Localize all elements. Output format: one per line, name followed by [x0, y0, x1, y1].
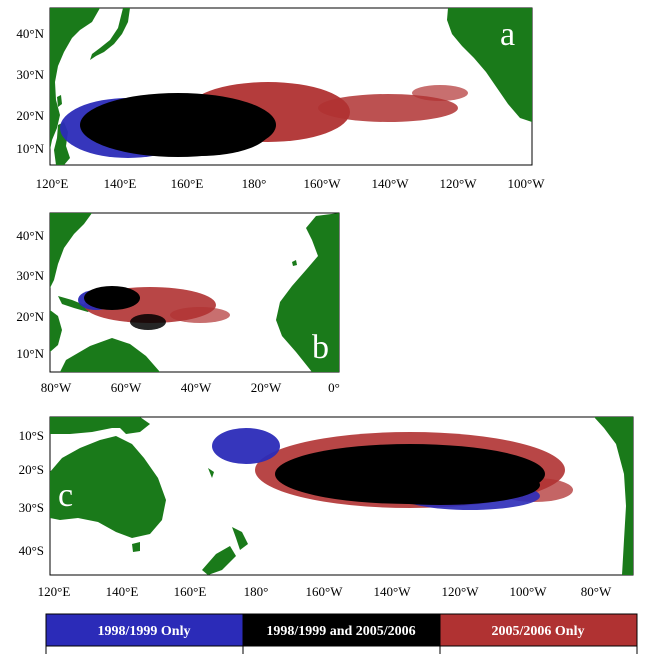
land-canary [292, 260, 297, 266]
scatter-c [212, 428, 573, 510]
tick-a-x-3: 180° [242, 176, 267, 191]
panel-label-a: a [500, 16, 515, 53]
tick-c-x-3: 180° [244, 584, 269, 599]
panel-c-x-ticks: 120°E 140°E 160°E 180° 160°W 140°W 120°W… [38, 584, 612, 599]
tick-c-x-2: 160°E [174, 584, 207, 599]
region-red-b-tail [170, 307, 230, 323]
panel-b-y-ticks: 10°N 20°N 30°N 40°N [16, 228, 44, 361]
legend-swatch-red [439, 613, 638, 647]
tick-b-x-3: 20°W [251, 380, 282, 395]
legend: 1998/1999 Only 1998/1999 and 2005/2006 2… [45, 613, 638, 654]
tick-c-x-7: 100°W [510, 584, 548, 599]
land-north-america [447, 8, 532, 122]
land-new-zealand-north [232, 527, 248, 550]
tick-c-x-0: 120°E [38, 584, 71, 599]
tick-a-y-0: 10°N [16, 141, 44, 156]
tick-a-x-0: 120°E [36, 176, 69, 191]
land-taiwan [57, 95, 62, 107]
tick-c-y-3: 40°S [19, 543, 44, 558]
panel-label-c: c [58, 477, 73, 514]
panel-a-x-ticks: 120°E 140°E 160°E 180° 160°W 140°W 120°W… [36, 176, 546, 191]
land-australia [50, 436, 166, 538]
tick-b-x-0: 80°W [41, 380, 72, 395]
land-africa [276, 213, 339, 372]
region-red-a-tail [412, 85, 468, 101]
land-new-guinea [118, 420, 150, 434]
land-maritime-continent [50, 417, 150, 434]
scatter-a [60, 82, 468, 158]
tick-c-x-6: 120°W [442, 584, 480, 599]
tick-b-y-3: 40°N [16, 228, 44, 243]
land-north-america-east [50, 213, 92, 288]
land-south-america [60, 338, 160, 372]
panel-b-x-ticks: 80°W 60°W 40°W 20°W 0° [41, 380, 340, 395]
tick-a-y-3: 40°N [16, 26, 44, 41]
tick-b-y-2: 30°N [16, 268, 44, 283]
tick-b-x-1: 60°W [111, 380, 142, 395]
tick-a-x-4: 160°W [304, 176, 342, 191]
region-black-c-core [340, 465, 540, 505]
tick-b-y-1: 20°N [16, 309, 44, 324]
legend-swatch-black [242, 613, 441, 647]
land-caribbean [58, 296, 92, 312]
panel-a: a 120°E 140°E 160°E 180° 160°W 140°W 120… [16, 7, 546, 191]
panel-label-b: b [312, 329, 329, 366]
tick-a-x-1: 140°E [104, 176, 137, 191]
panel-c: c 120°E 140°E 160°E 180° 160°W 140°W 120… [19, 416, 634, 599]
panel-a-y-ticks: 10°N 20°N 30°N 40°N [16, 26, 44, 156]
legend-swatch-blue [45, 613, 244, 647]
legend-label-blue: 1998/1999 Only [98, 624, 191, 639]
tick-c-x-1: 140°E [106, 584, 139, 599]
tick-a-x-2: 160°E [171, 176, 204, 191]
land-east-asia [50, 8, 100, 150]
legend-label-black: 1998/1999 and 2005/2006 [266, 624, 415, 639]
tick-b-x-4: 0° [328, 380, 340, 395]
tick-a-y-2: 30°N [16, 67, 44, 82]
tick-a-x-5: 140°W [372, 176, 410, 191]
region-black-a-core [130, 104, 270, 156]
region-black-b [84, 286, 140, 310]
tick-a-x-7: 100°W [508, 176, 546, 191]
tick-c-x-8: 80°W [581, 584, 612, 599]
tick-c-y-0: 10°S [19, 428, 44, 443]
tick-b-x-2: 40°W [181, 380, 212, 395]
tick-b-y-0: 10°N [16, 346, 44, 361]
land-south-america-west [594, 417, 633, 575]
tick-c-x-4: 160°W [306, 584, 344, 599]
panel-c-y-ticks: 10°S 20°S 30°S 40°S [19, 428, 44, 558]
panel-b: b 80°W 60°W 40°W 20°W 0° 10°N 20°N 30°N … [16, 212, 340, 395]
region-blue-c [212, 428, 280, 464]
tick-a-x-6: 120°W [440, 176, 478, 191]
tick-c-y-1: 20°S [19, 462, 44, 477]
land-japan [90, 8, 130, 60]
land-tasmania [132, 542, 140, 552]
tick-c-y-2: 30°S [19, 500, 44, 515]
tick-a-y-1: 20°N [16, 108, 44, 123]
region-black-b-south [130, 314, 166, 330]
region-red-a-east [318, 94, 458, 122]
land-central-america [50, 310, 62, 352]
legend-label-red: 2005/2006 Only [492, 624, 585, 639]
land-new-caledonia [208, 468, 214, 478]
scatter-b [78, 286, 230, 330]
tick-c-x-5: 140°W [374, 584, 412, 599]
land-new-zealand-south [202, 546, 236, 575]
